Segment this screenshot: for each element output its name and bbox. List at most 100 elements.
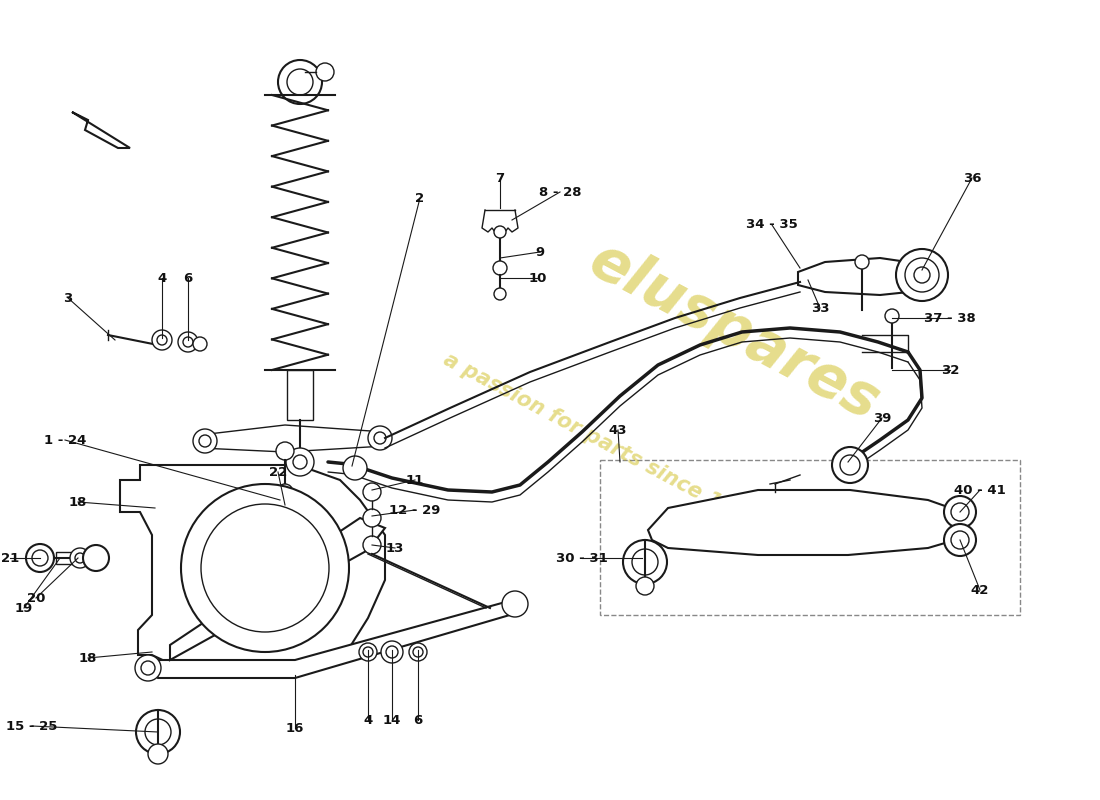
Text: 4: 4: [363, 714, 373, 726]
Circle shape: [293, 455, 307, 469]
Text: 7: 7: [495, 171, 505, 185]
Circle shape: [363, 509, 381, 527]
Text: 3: 3: [64, 291, 73, 305]
Circle shape: [832, 447, 868, 483]
Circle shape: [944, 524, 976, 556]
Text: 4: 4: [157, 271, 166, 285]
Circle shape: [914, 267, 929, 283]
Polygon shape: [56, 552, 95, 564]
Circle shape: [412, 647, 424, 657]
Text: 2: 2: [416, 191, 425, 205]
Text: 18: 18: [79, 651, 97, 665]
Circle shape: [363, 536, 381, 554]
Circle shape: [363, 483, 381, 501]
Circle shape: [287, 69, 314, 95]
Text: 11: 11: [406, 474, 425, 486]
Text: 16: 16: [286, 722, 305, 734]
Circle shape: [82, 545, 109, 571]
Circle shape: [855, 255, 869, 269]
Circle shape: [278, 60, 322, 104]
Polygon shape: [648, 490, 962, 555]
Text: 14: 14: [383, 714, 402, 726]
Circle shape: [952, 531, 969, 549]
Circle shape: [152, 330, 172, 350]
Circle shape: [135, 655, 161, 681]
Polygon shape: [72, 112, 130, 148]
Circle shape: [277, 514, 293, 530]
Text: 6: 6: [184, 271, 192, 285]
Text: 40 - 41: 40 - 41: [954, 483, 1005, 497]
Circle shape: [905, 258, 939, 292]
Circle shape: [363, 647, 373, 657]
Circle shape: [136, 710, 180, 754]
Circle shape: [182, 484, 349, 652]
Circle shape: [502, 591, 528, 617]
Text: 36: 36: [962, 171, 981, 185]
Circle shape: [141, 661, 155, 675]
Polygon shape: [120, 465, 385, 672]
Circle shape: [183, 337, 192, 347]
Circle shape: [493, 261, 507, 275]
Text: 22: 22: [268, 466, 287, 478]
Circle shape: [386, 646, 398, 658]
Circle shape: [343, 456, 367, 480]
Text: 13: 13: [386, 542, 404, 554]
Text: 1 - 24: 1 - 24: [44, 434, 86, 446]
Text: 30 - 31: 30 - 31: [557, 551, 608, 565]
Circle shape: [75, 553, 85, 563]
Text: 33: 33: [811, 302, 829, 314]
Text: 34 - 35: 34 - 35: [746, 218, 798, 231]
Text: 32: 32: [940, 363, 959, 377]
Text: 15 - 25: 15 - 25: [7, 719, 57, 733]
Circle shape: [145, 719, 170, 745]
Circle shape: [952, 503, 969, 521]
Text: 19: 19: [15, 602, 33, 614]
Circle shape: [494, 226, 506, 238]
Circle shape: [886, 309, 899, 323]
Circle shape: [276, 442, 294, 460]
Circle shape: [368, 426, 392, 450]
Circle shape: [199, 435, 211, 447]
Circle shape: [632, 549, 658, 575]
Circle shape: [26, 544, 54, 572]
Circle shape: [192, 429, 217, 453]
Text: 10: 10: [529, 271, 547, 285]
Circle shape: [32, 550, 48, 566]
Circle shape: [374, 432, 386, 444]
Text: eluspares: eluspares: [580, 231, 890, 432]
Circle shape: [409, 643, 427, 661]
Text: 8 - 28: 8 - 28: [539, 186, 581, 198]
Polygon shape: [148, 598, 520, 678]
Circle shape: [381, 641, 403, 663]
Text: 18: 18: [69, 495, 87, 509]
Circle shape: [157, 335, 167, 345]
Circle shape: [944, 496, 976, 528]
Circle shape: [840, 455, 860, 475]
Text: 43: 43: [608, 423, 627, 437]
Circle shape: [178, 332, 198, 352]
Polygon shape: [798, 258, 928, 295]
Text: a passion for parts since 1985: a passion for parts since 1985: [440, 350, 762, 534]
Circle shape: [359, 643, 377, 661]
Circle shape: [70, 548, 90, 568]
Text: 21: 21: [1, 551, 19, 565]
Circle shape: [623, 540, 667, 584]
Circle shape: [896, 249, 948, 301]
Circle shape: [148, 744, 168, 764]
Text: 9: 9: [536, 246, 544, 258]
Circle shape: [636, 577, 654, 595]
Bar: [600, 460, 1020, 615]
Text: 6: 6: [414, 714, 422, 726]
Text: 42: 42: [971, 583, 989, 597]
Text: 39: 39: [872, 411, 891, 425]
Polygon shape: [287, 370, 314, 420]
Circle shape: [277, 484, 293, 500]
Circle shape: [192, 337, 207, 351]
Text: 20: 20: [26, 591, 45, 605]
Circle shape: [201, 504, 329, 632]
Circle shape: [316, 63, 334, 81]
Text: 12 - 29: 12 - 29: [389, 503, 441, 517]
Polygon shape: [200, 425, 385, 452]
Circle shape: [494, 288, 506, 300]
Circle shape: [286, 448, 313, 476]
